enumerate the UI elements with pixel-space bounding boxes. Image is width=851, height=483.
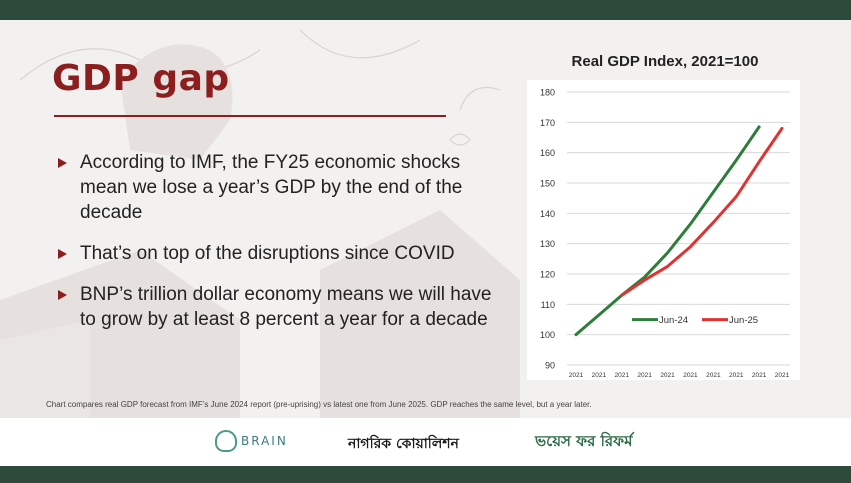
chart-background <box>527 80 800 380</box>
bullet-text: According to IMF, the FY25 economic shoc… <box>80 152 463 223</box>
gdp-line-chart: 90 100 110 120 130 140 150 160 170 180 2021 2021 202… <box>527 80 800 380</box>
x-tick-label: 2021 <box>660 372 675 379</box>
slide-title: GDP gap <box>52 58 230 99</box>
legend-label: Jun-25 <box>729 315 758 326</box>
y-tick-label: 90 <box>545 361 555 371</box>
top-bar <box>0 0 851 20</box>
x-tick-label: 2021 <box>569 372 584 379</box>
triangle-bullet-icon <box>58 249 67 259</box>
y-tick-label: 120 <box>540 270 555 280</box>
y-tick-label: 170 <box>540 118 555 128</box>
y-tick-label: 110 <box>541 300 555 310</box>
y-tick-label: 140 <box>540 209 555 219</box>
x-tick-label: 2021 <box>729 372 744 379</box>
x-tick-label: 2021 <box>683 372 698 379</box>
brain-logo-text: BRAIN <box>241 434 288 448</box>
bullet-item: That’s on top of the disruptions since C… <box>56 241 496 266</box>
x-tick-label: 2021 <box>615 372 630 379</box>
x-tick-label: 2021 <box>775 372 790 379</box>
triangle-bullet-icon <box>58 290 67 300</box>
series-line-jun-24 <box>574 125 761 337</box>
brain-logo: BRAIN <box>215 430 288 452</box>
bottom-bar <box>0 466 851 483</box>
y-tick-label: 150 <box>540 179 555 189</box>
legend-label: Jun-24 <box>659 315 688 326</box>
brain-icon <box>215 430 237 452</box>
bullet-item: According to IMF, the FY25 economic shoc… <box>56 150 496 225</box>
y-tick-label: 180 <box>540 88 555 98</box>
y-tick-label: 130 <box>540 239 555 249</box>
bullet-item: BNP’s trillion dollar economy means we w… <box>56 282 496 332</box>
x-tick-label: 2021 <box>592 372 607 379</box>
logo-bar: BRAIN নাগরিক কোয়ালিশন ভয়েস ফর রিফর্ম <box>0 418 851 466</box>
chart-caption: Chart compares real GDP forecast from IM… <box>46 400 592 409</box>
y-tick-label: 160 <box>540 148 555 158</box>
slide: GDP gap According to IMF, the FY25 econo… <box>0 20 851 418</box>
bullet-text: That’s on top of the disruptions since C… <box>80 243 455 264</box>
nagorik-coalition-logo: নাগরিক কোয়ালিশন <box>348 436 459 452</box>
x-tick-label: 2021 <box>637 372 652 379</box>
voice-for-reform-logo: ভয়েস ফর রিফর্ম <box>535 432 633 450</box>
chart-title: Real GDP Index, 2021=100 <box>571 53 759 70</box>
bullet-list: According to IMF, the FY25 economic shoc… <box>56 150 496 348</box>
x-tick-label: 2021 <box>752 372 767 379</box>
title-divider <box>54 115 446 117</box>
triangle-bullet-icon <box>58 158 67 168</box>
series-line-jun-25 <box>620 126 784 297</box>
bullet-text: BNP’s trillion dollar economy means we w… <box>80 284 492 330</box>
x-tick-label: 2021 <box>706 372 721 379</box>
y-tick-label: 100 <box>540 330 555 340</box>
